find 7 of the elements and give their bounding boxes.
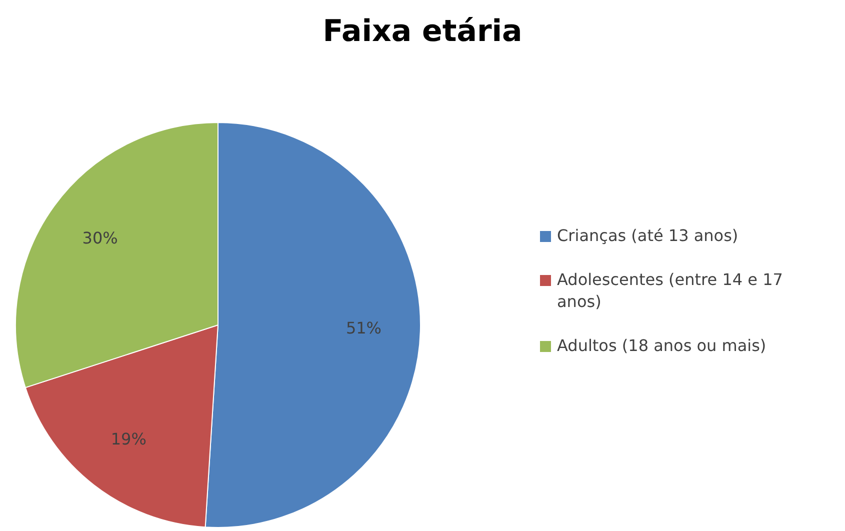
legend-label: Adolescentes (entre 14 e 17 anos) [557, 269, 784, 313]
data-label: 51% [346, 318, 382, 338]
legend-label: Adultos (18 anos ou mais) [557, 335, 768, 357]
chart-title: Faixa etária [322, 14, 524, 49]
data-label: 30% [82, 228, 118, 248]
data-label: 19% [110, 429, 146, 448]
legend-label: Crianças (até 13 anos) [557, 225, 740, 247]
